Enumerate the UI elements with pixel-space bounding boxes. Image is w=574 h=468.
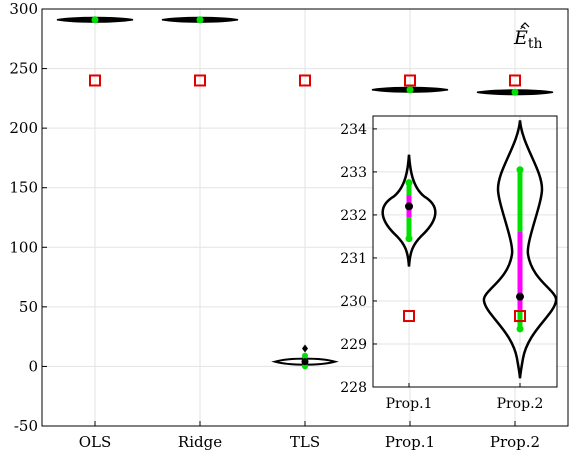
- inset-y-tick-label: 228: [340, 380, 367, 396]
- inset-whisker-end-prop-2: [516, 325, 524, 333]
- chart-annotation: Êth: [513, 26, 543, 52]
- y-tick-label: 300: [9, 0, 38, 18]
- inset-y-tick-label: 229: [340, 337, 367, 353]
- median-ols: [91, 16, 99, 24]
- median-tls: [301, 358, 309, 366]
- median-prop-2: [511, 88, 519, 96]
- y-tick-label: 100: [9, 238, 38, 256]
- whisker-end-tls: [302, 352, 308, 359]
- violin-tls: [271, 357, 339, 366]
- x-tick-label-tls: TLS: [290, 433, 320, 451]
- x-tick-label-prop-2: Prop.2: [490, 433, 540, 451]
- inset-whisker-end-prop-2: [516, 166, 524, 174]
- inset-y-tick-label: 233: [340, 165, 367, 181]
- main-violins: [56, 16, 554, 370]
- y-tick-label: 200: [9, 119, 38, 137]
- reference-marker-ridge: [194, 74, 206, 87]
- inset-y-ticks: 228 229 230 231 232 233 234: [340, 122, 377, 396]
- inset-background: [373, 116, 557, 387]
- reference-marker-ols: [89, 74, 101, 87]
- inset-violin-prop-1: [381, 154, 437, 267]
- inset-median-prop-2: [516, 292, 524, 301]
- reference-marker-prop-1: [404, 74, 416, 87]
- inset-whisker-end-prop-1: [405, 235, 413, 243]
- main-x-ticks: OLS Ridge TLS Prop.1 Prop.2: [79, 421, 540, 451]
- main-y-ticks: -50 0 50 100 150 200 250 300: [9, 0, 47, 435]
- inset-y-tick-label: 231: [340, 251, 367, 267]
- y-tick-label: 50: [19, 298, 38, 316]
- y-tick-label: 150: [9, 179, 38, 197]
- x-tick-label-ridge: Ridge: [178, 433, 222, 451]
- y-tick-label: 250: [9, 60, 38, 78]
- inset-y-tick-label: 230: [340, 294, 367, 310]
- outlier-tls: [302, 344, 308, 353]
- y-tick-label: -50: [14, 417, 38, 435]
- inset-whisker-end-prop-1: [405, 179, 413, 187]
- y-tick-label: 0: [28, 357, 38, 375]
- reference-marker-prop-2: [509, 74, 521, 87]
- inset-y-tick-label: 232: [340, 208, 367, 224]
- inset-x-ticks: Prop.1 Prop.2: [386, 383, 544, 412]
- median-prop-1: [406, 86, 414, 94]
- inset-axes-frame: [372, 115, 558, 388]
- whisker-end-tls: [302, 363, 308, 370]
- inset-x-tick-label-prop-1: Prop.1: [386, 396, 433, 412]
- median-ridge: [196, 16, 204, 24]
- inset-y-tick-label: 234: [340, 122, 367, 138]
- annotation-hat: [520, 22, 530, 28]
- inset-reference-marker-prop-2: [514, 310, 526, 323]
- inset-frame: [372, 115, 558, 388]
- inset-reference-marker-prop-1: [403, 310, 415, 323]
- reference-marker-tls: [299, 74, 311, 87]
- inset-chart: 228 229 230 231 232 233 234 Prop.1 Prop.2: [340, 115, 558, 412]
- inset-violins: [381, 120, 558, 379]
- x-tick-label-ols: OLS: [79, 433, 112, 451]
- inset-median-prop-1: [405, 202, 413, 211]
- inset-x-tick-label-prop-2: Prop.2: [497, 396, 544, 412]
- x-tick-label-prop-1: Prop.1: [385, 433, 435, 451]
